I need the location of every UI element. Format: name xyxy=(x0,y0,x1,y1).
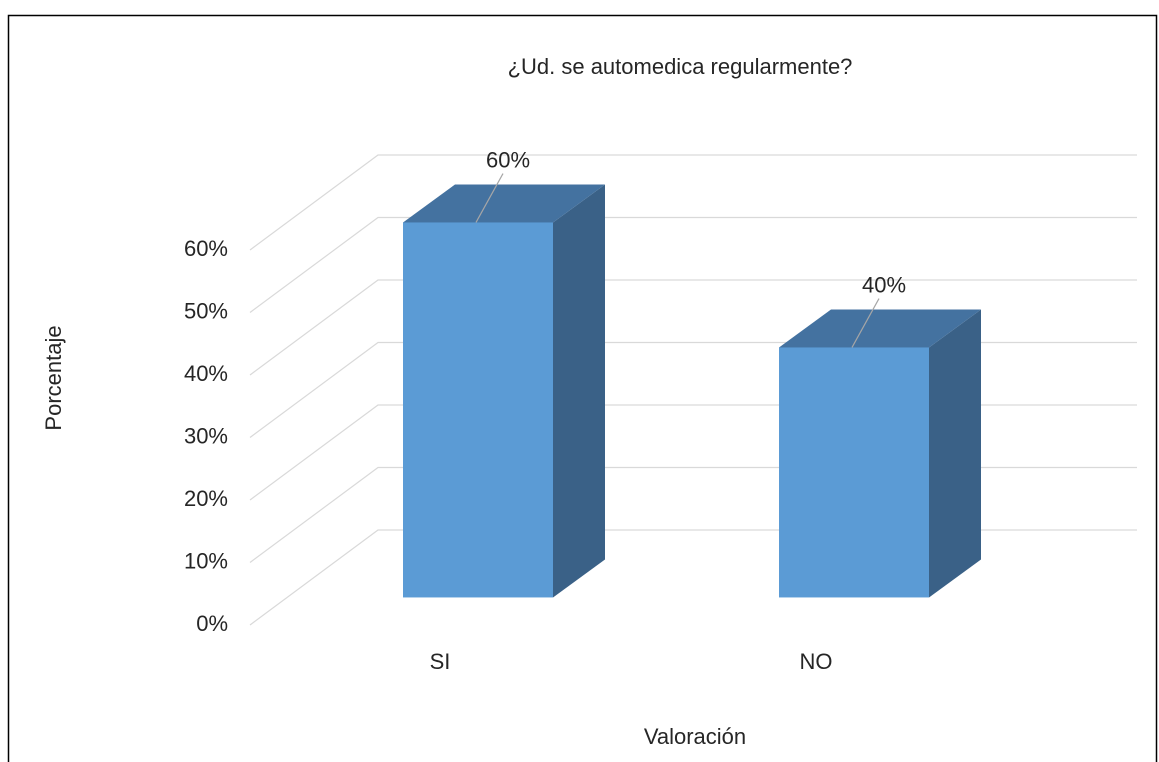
bar-side xyxy=(553,184,605,598)
value-label: 60% xyxy=(486,147,530,172)
y-tick-label: 10% xyxy=(184,548,228,573)
frame xyxy=(7,14,1158,762)
grid-line xyxy=(249,279,1137,376)
grid-line xyxy=(249,404,1137,501)
y-tick-label: 30% xyxy=(184,423,228,448)
y-tick-label: 60% xyxy=(184,236,228,261)
grid-line xyxy=(249,216,1137,313)
chart-title: ¿Ud. se automedica regularmente? xyxy=(508,54,853,79)
grid-line xyxy=(249,341,1137,438)
bar xyxy=(779,347,929,598)
leader-line xyxy=(475,173,504,223)
leader-line xyxy=(851,298,880,348)
bar-side xyxy=(929,309,981,598)
y-tick-label: 40% xyxy=(184,361,228,386)
bar xyxy=(403,222,553,598)
grid-line xyxy=(249,466,1137,563)
bar-top xyxy=(779,309,981,348)
x-axis-title: Valoración xyxy=(644,724,746,749)
y-tick-label: 50% xyxy=(184,298,228,323)
y-axis-title: Porcentaje xyxy=(41,325,66,430)
value-label: 40% xyxy=(862,272,906,297)
x-tick-label: SI xyxy=(430,649,451,674)
bar-top xyxy=(403,184,605,223)
y-tick-label: 0% xyxy=(196,611,228,636)
grid-line xyxy=(249,154,1137,251)
grid-line xyxy=(249,529,1137,626)
y-tick-label: 20% xyxy=(184,486,228,511)
x-tick-label: NO xyxy=(800,649,833,674)
